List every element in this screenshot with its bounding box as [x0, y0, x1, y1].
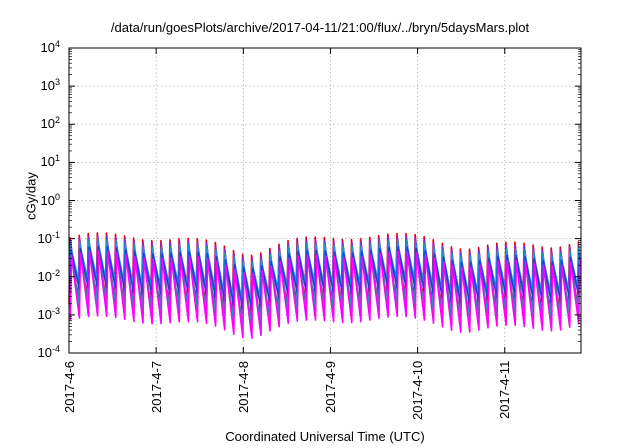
y-tick-label: 102: [40, 115, 60, 131]
y-tick-exponent: -2: [51, 267, 60, 278]
y-tick-label: 10-3: [37, 305, 60, 322]
x-tick-label: 2017-4-11: [497, 360, 513, 419]
y-tick-base: 10: [37, 230, 52, 246]
y-tick-label: 10-1: [37, 229, 60, 246]
y-tick-label: 10-4: [37, 343, 60, 360]
y-tick-base: 10: [40, 192, 55, 208]
chart-title: /data/run/goesPlots/archive/2017-04-11/2…: [110, 20, 530, 35]
y-tick-exponent: 0: [54, 191, 60, 202]
y-tick-base: 10: [37, 306, 52, 322]
x-tick-label: 2017-4-7: [148, 360, 164, 413]
tick-marks: [68, 47, 581, 354]
y-tick-exponent: -1: [51, 229, 60, 240]
y-tick-exponent: 4: [54, 38, 60, 49]
y-tick-exponent: -4: [51, 343, 60, 354]
y-tick-label: 101: [40, 153, 60, 170]
series-line: [69, 250, 581, 339]
x-axis-label: Coordinated Universal Time (UTC): [225, 429, 425, 444]
x-tick-label: 2017-4-10: [410, 360, 426, 420]
y-tick-base: 10: [37, 344, 52, 360]
series-group: [68, 232, 581, 339]
y-tick-exponent: -3: [51, 305, 60, 316]
y-tick-base: 10: [40, 116, 55, 131]
y-tick-label: 103: [40, 76, 60, 93]
y-tick-label: 100: [40, 191, 60, 208]
y-tick-exponent: 1: [54, 153, 60, 164]
y-axis-label: cGy/day: [23, 172, 39, 220]
x-tick-label: 2017-4-8: [235, 360, 251, 413]
y-tick-exponent: 3: [54, 76, 60, 87]
y-tick-label: 104: [40, 38, 60, 55]
y-tick-base: 10: [40, 154, 55, 170]
y-tick-base: 10: [37, 268, 52, 284]
y-tick-base: 10: [40, 39, 55, 55]
y-tick-exponent: 2: [54, 115, 60, 125]
x-tick-label: 2017-4-6: [61, 360, 77, 413]
y-tick-label: 10-2: [37, 267, 60, 284]
y-tick-base: 10: [40, 77, 55, 93]
x-tick-label: 2017-4-9: [322, 360, 338, 413]
